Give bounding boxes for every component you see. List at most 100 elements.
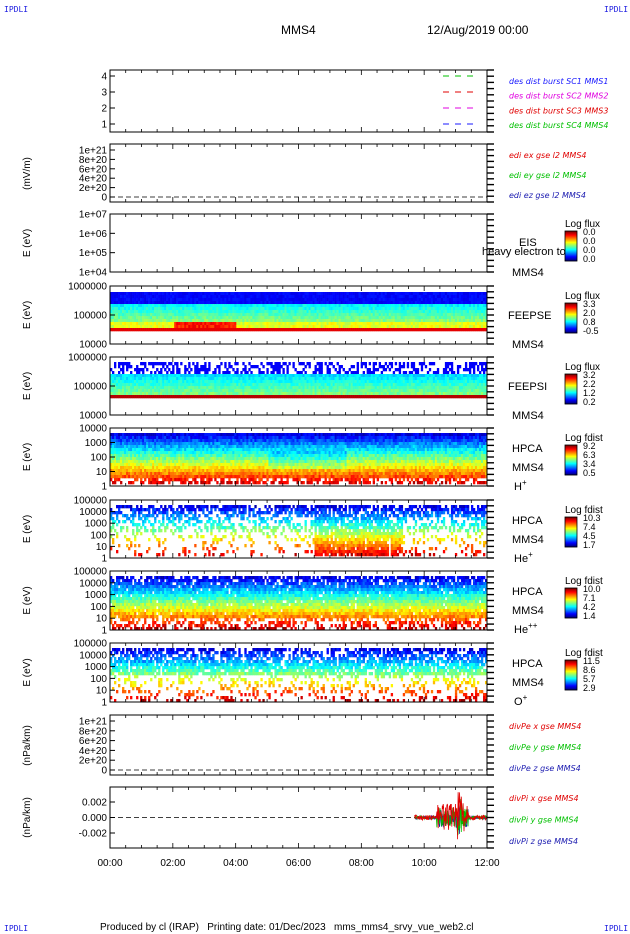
panel-feeps_e-cell xyxy=(132,319,135,323)
panel-feeps_e-cell xyxy=(150,295,153,299)
panel-feeps_i-cell xyxy=(178,389,181,393)
panel-feeps_e-cell xyxy=(390,325,394,329)
panel-feeps_i-cell xyxy=(114,365,117,369)
panel-feeps_i-cell xyxy=(452,374,456,378)
panel-feeps_e-cell xyxy=(136,292,139,296)
panel-feeps_e-cell xyxy=(454,304,458,308)
panel-feeps_e-cell xyxy=(416,322,420,326)
panel-feeps_e-y-tick-label: 1000000 xyxy=(68,282,107,293)
panel-feeps_e-cell xyxy=(250,313,253,317)
panel-feeps_i-cell xyxy=(296,377,299,381)
panel-feeps_e-cell xyxy=(290,307,293,311)
panel-feeps_e-cell xyxy=(242,313,245,317)
panel-feeps_e-cell xyxy=(472,307,476,311)
panel-feeps_i-cell xyxy=(412,383,416,387)
panel-feeps_i-cell xyxy=(300,380,303,384)
panel-feeps_e-cell xyxy=(422,301,426,305)
panel-feeps_e-cell xyxy=(428,307,432,311)
panel-feeps_e-cell xyxy=(312,325,315,329)
panel-feeps_i-cell xyxy=(286,365,289,369)
panel-eis-colorbar-tick: 0.0 xyxy=(583,227,596,237)
panel-feeps_e-cell xyxy=(168,304,171,308)
panel-hpca_h-cell xyxy=(128,442,131,446)
panel-feeps_i-cell xyxy=(122,392,125,396)
panel-feeps_e-cell xyxy=(358,310,361,314)
panel-feeps_e-cell xyxy=(476,328,480,332)
panel-feeps_i-cell xyxy=(422,380,426,384)
panel-feeps_e-cell xyxy=(386,325,390,329)
panel-feeps_i-cell xyxy=(440,386,444,390)
panel-feeps_e-cell xyxy=(370,292,373,296)
panel-feeps_e-cell xyxy=(348,319,351,323)
panel-feeps_e-cell xyxy=(226,301,229,305)
panel-feeps_i-cell xyxy=(416,377,420,381)
panel-feeps_e-cell xyxy=(346,310,349,314)
panel-hpca_h-cell xyxy=(124,463,127,467)
panel-feeps_i-cell xyxy=(450,386,454,390)
panel-feeps_e-cell xyxy=(140,319,143,323)
panel-feeps_i-cell xyxy=(122,368,125,372)
panel-feeps_i-cell xyxy=(162,374,165,378)
panel-feeps_i-cell xyxy=(482,362,486,366)
panel-feeps_e-cell xyxy=(420,313,424,317)
panel-feeps_i-cell xyxy=(306,380,309,384)
panel-feeps_i-cell xyxy=(198,389,201,393)
panel-feeps_e-cell xyxy=(248,304,251,308)
panel-feeps_i-cell xyxy=(152,389,155,393)
panel-feeps_e-cell xyxy=(404,301,408,305)
panel-feeps_e-cell xyxy=(410,298,414,302)
panel-feeps_i-cell xyxy=(364,386,367,390)
panel-feeps_i-cell xyxy=(182,377,185,381)
panel-feeps_e-cell xyxy=(356,313,359,317)
panel-feeps_e-cell xyxy=(350,301,353,305)
panel-feeps_i-cell xyxy=(478,377,482,381)
panel-feeps_i-cell xyxy=(200,386,203,390)
panel-feeps_i-cell xyxy=(112,383,115,387)
panel-feeps_e-cell xyxy=(346,304,349,308)
panel-feeps_e-cell xyxy=(468,313,472,317)
panel-feeps_e-cell xyxy=(116,292,119,296)
panel-feeps_i-cell xyxy=(356,389,359,393)
panel-feeps_e-cell xyxy=(318,319,321,323)
panel-feeps_i-cell xyxy=(256,374,259,378)
panel-feeps_e-colorbar-cell xyxy=(565,314,577,316)
panel-feeps_e-cell xyxy=(174,298,177,302)
panel-eis-colorbar-cell xyxy=(565,247,577,249)
panel-feeps_e-cell xyxy=(392,313,396,317)
panel-feeps_e-cell xyxy=(466,319,470,323)
panel-hpca_h-cell xyxy=(116,478,119,482)
panel-feeps_e-cell xyxy=(214,310,217,314)
panel-feeps_e-cell xyxy=(170,301,173,305)
panel-feeps_e-cell xyxy=(434,319,438,323)
panel-feeps_e-cell xyxy=(290,301,293,305)
panel-feeps_e-cell xyxy=(232,301,235,305)
panel-feeps_i-cell xyxy=(150,395,153,399)
panel-feeps_i-cell xyxy=(252,374,255,378)
panel-feeps_e-cell xyxy=(268,310,271,314)
panel-feeps_e-cell xyxy=(130,310,133,314)
panel-feeps_e-cell xyxy=(472,316,476,320)
panel-feeps_e-cell xyxy=(408,316,412,320)
panel-feeps_e-cell xyxy=(374,313,378,317)
panel-feeps_i-cell xyxy=(260,383,263,387)
panel-feeps_e-cell xyxy=(300,295,303,299)
panel-feeps_e-cell xyxy=(374,310,378,314)
panel-feeps_e-cell xyxy=(284,295,287,299)
panel-feeps_i-cell xyxy=(384,386,388,390)
panel-feeps_e-cell xyxy=(448,292,452,296)
panel-feeps_i-cell xyxy=(128,365,131,369)
panel-feeps_i-cell xyxy=(304,365,307,369)
panel-feeps_i-cell xyxy=(246,389,249,393)
panel-feeps_e-cell xyxy=(200,298,203,302)
panel-feeps_i-cell xyxy=(394,362,398,366)
panel-hpca_h-cell xyxy=(112,454,115,458)
panel-feeps_e-cell xyxy=(446,310,450,314)
panel-feeps_e-cell xyxy=(476,307,480,311)
panel-feeps_e-cell xyxy=(180,295,183,299)
panel-feeps_i-cell xyxy=(274,389,277,393)
panel-feeps_e-cell xyxy=(382,304,386,308)
panel-feeps_i-cell xyxy=(276,380,279,384)
panel-feeps_e-cell xyxy=(328,310,331,314)
panel-feeps_i-cell xyxy=(152,377,155,381)
panel-feeps_e-cell xyxy=(160,316,163,320)
